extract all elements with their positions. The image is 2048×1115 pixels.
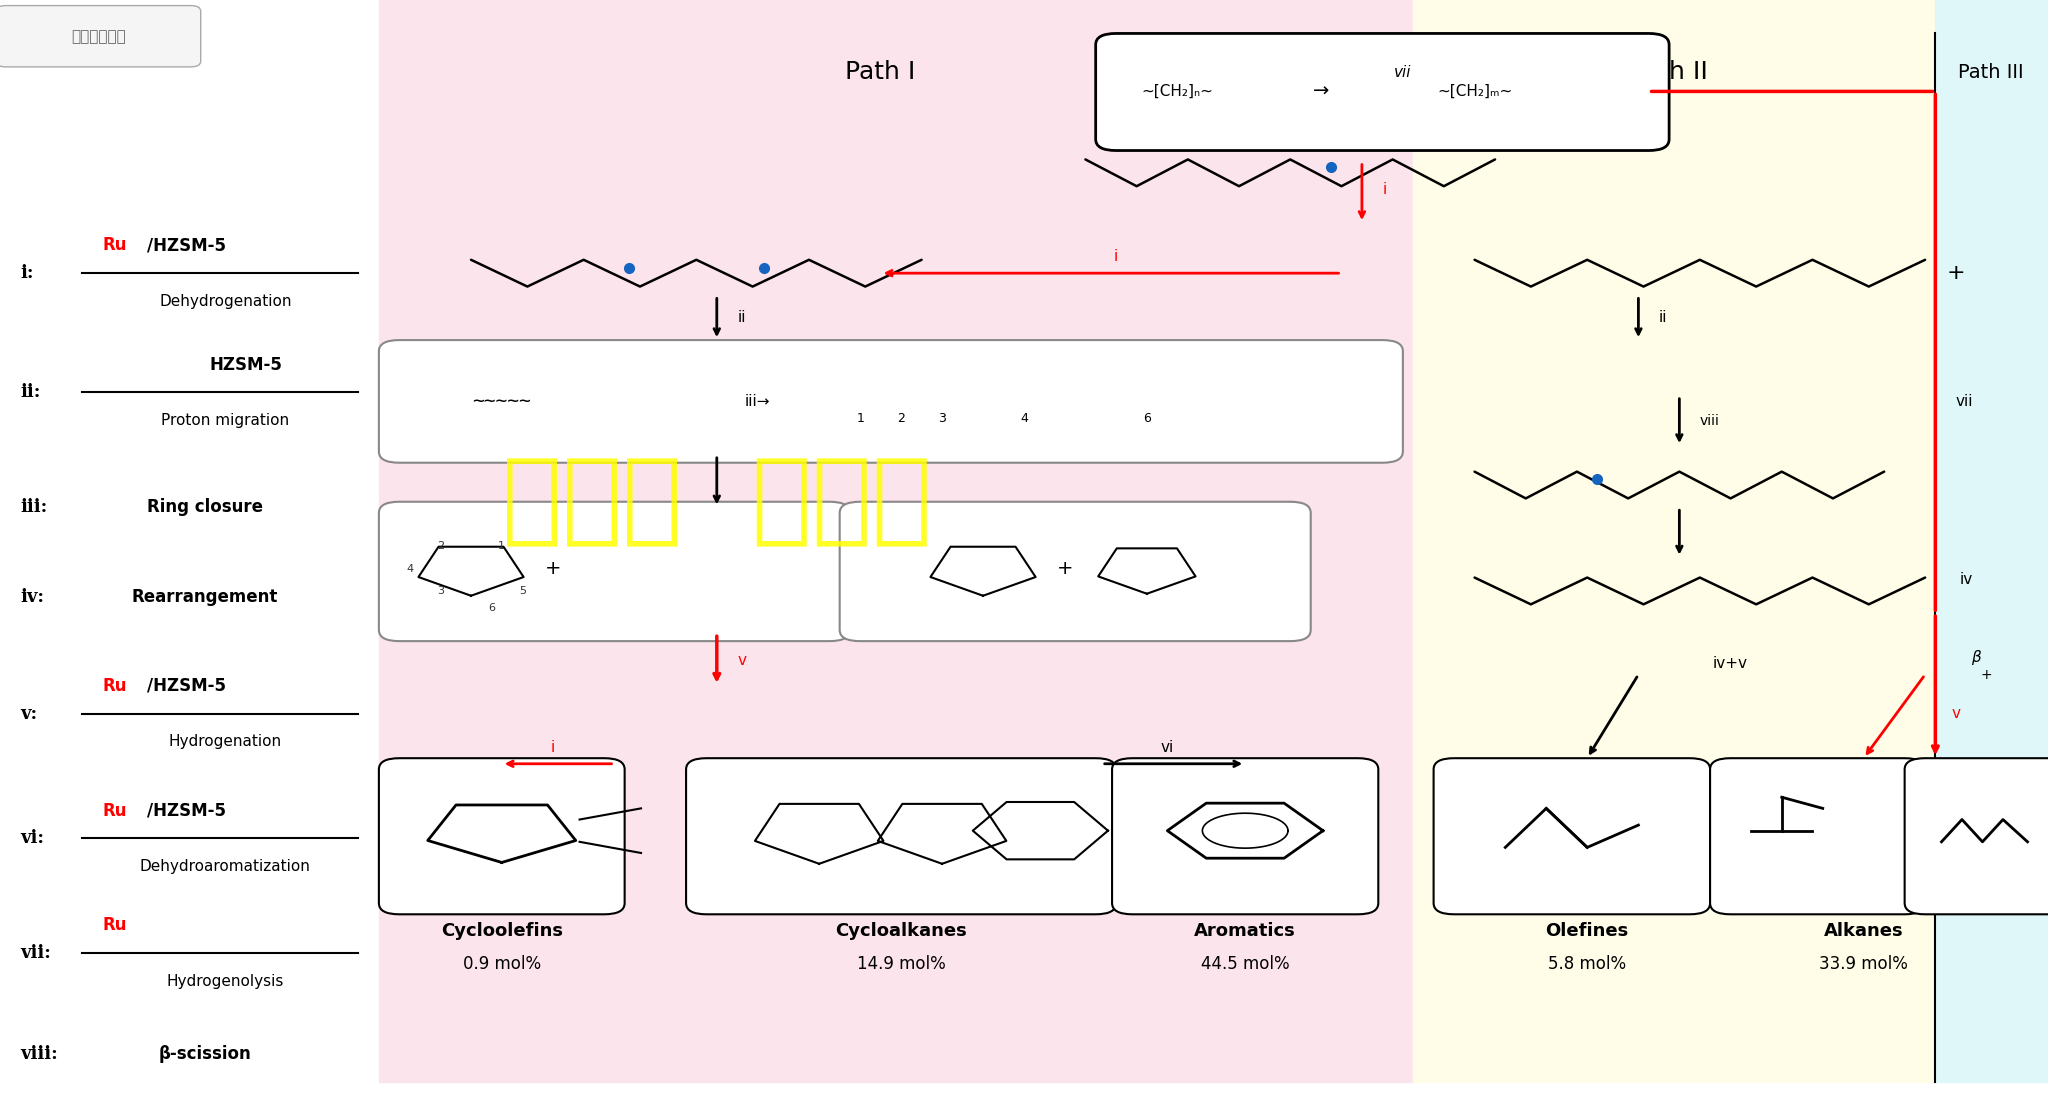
Text: +: +	[545, 559, 561, 579]
Text: Dehydroaromatization: Dehydroaromatization	[139, 859, 311, 874]
Text: 2: 2	[436, 542, 444, 551]
Text: Cycloalkanes: Cycloalkanes	[836, 922, 967, 940]
Text: 5: 5	[518, 586, 526, 595]
FancyBboxPatch shape	[840, 502, 1311, 641]
Text: iv: iv	[1960, 572, 1972, 588]
Text: +: +	[1980, 668, 1993, 681]
Text: Proton migration: Proton migration	[162, 413, 289, 428]
Text: v: v	[1952, 706, 1960, 721]
Text: +: +	[1057, 559, 1073, 579]
Text: iii→: iii→	[745, 394, 770, 409]
Text: 44.5 mol%: 44.5 mol%	[1200, 956, 1290, 973]
Text: i:: i:	[20, 264, 35, 282]
Bar	[1413, 0, 1935, 1082]
Text: 1: 1	[856, 411, 864, 425]
Text: 0.9 mol%: 0.9 mol%	[463, 956, 541, 973]
Text: Hydrogenolysis: Hydrogenolysis	[166, 973, 285, 989]
Text: iv+v: iv+v	[1712, 656, 1749, 671]
Text: /HZSM-5: /HZSM-5	[147, 677, 227, 695]
Text: 1: 1	[498, 542, 506, 551]
Text: ~[CH₂]ₘ~: ~[CH₂]ₘ~	[1438, 84, 1511, 99]
Text: iv:: iv:	[20, 588, 45, 605]
Text: vii: vii	[1395, 65, 1411, 80]
Text: vi:: vi:	[20, 830, 45, 847]
FancyBboxPatch shape	[0, 6, 201, 67]
Text: i: i	[551, 739, 555, 755]
Text: Path III: Path III	[1958, 62, 2023, 83]
Text: 14.9 mol%: 14.9 mol%	[856, 956, 946, 973]
Text: /HZSM-5: /HZSM-5	[147, 802, 227, 820]
Text: vii: vii	[1956, 394, 1974, 409]
Text: ~~~~~: ~~~~~	[473, 391, 530, 411]
Text: β-scission: β-scission	[158, 1045, 252, 1063]
Text: β: β	[1972, 650, 1980, 666]
Text: v:: v:	[20, 705, 37, 723]
Text: i: i	[1382, 182, 1386, 197]
Text: ii:: ii:	[20, 384, 41, 401]
Text: i: i	[1114, 249, 1118, 264]
Text: v: v	[737, 652, 745, 668]
Text: Cycloolefins: Cycloolefins	[440, 922, 563, 940]
Text: Aromatics: Aromatics	[1194, 922, 1296, 940]
Text: Ru: Ru	[102, 236, 127, 254]
Text: 白家电  白家电: 白家电 白家电	[502, 454, 932, 550]
Text: ii: ii	[737, 310, 745, 326]
FancyBboxPatch shape	[1434, 758, 1710, 914]
Text: Ru: Ru	[102, 917, 127, 934]
Text: viii:: viii:	[20, 1045, 57, 1063]
Text: Ru: Ru	[102, 802, 127, 820]
Text: Path II: Path II	[1630, 60, 1708, 85]
Text: vi: vi	[1161, 739, 1174, 755]
Bar	[379, 0, 1413, 1082]
Text: Olefines: Olefines	[1546, 922, 1628, 940]
Text: Ring closure: Ring closure	[147, 498, 262, 516]
Text: 3: 3	[436, 586, 444, 595]
Text: Dehydrogenation: Dehydrogenation	[160, 293, 291, 309]
Text: /HZSM-5: /HZSM-5	[147, 236, 227, 254]
Text: 5.8 mol%: 5.8 mol%	[1548, 956, 1626, 973]
Text: 33.9 mol%: 33.9 mol%	[1819, 956, 1909, 973]
Bar	[1935, 0, 2048, 1082]
Text: Rearrangement: Rearrangement	[131, 588, 279, 605]
Text: iii:: iii:	[20, 498, 47, 516]
FancyBboxPatch shape	[379, 502, 850, 641]
Text: 4: 4	[406, 564, 414, 573]
Text: Hydrogenation: Hydrogenation	[168, 734, 283, 749]
Bar	[0, 0, 379, 1115]
Text: 2: 2	[897, 411, 905, 425]
FancyBboxPatch shape	[379, 340, 1403, 463]
FancyBboxPatch shape	[1112, 758, 1378, 914]
Text: HZSM-5: HZSM-5	[209, 356, 283, 374]
Text: 4: 4	[1020, 411, 1028, 425]
Text: Alkanes: Alkanes	[1825, 922, 1903, 940]
Text: ~[CH₂]ₙ~: ~[CH₂]ₙ~	[1141, 84, 1214, 99]
FancyBboxPatch shape	[1710, 758, 1925, 914]
Text: 6: 6	[487, 603, 496, 612]
Text: Path I: Path I	[846, 60, 915, 85]
Text: Ru: Ru	[102, 677, 127, 695]
Text: 双击编辑页眉: 双击编辑页眉	[72, 29, 125, 45]
FancyBboxPatch shape	[686, 758, 1116, 914]
Text: 3: 3	[938, 411, 946, 425]
Text: vii:: vii:	[20, 944, 51, 962]
Text: ii: ii	[1659, 310, 1667, 326]
Text: 6: 6	[1143, 411, 1151, 425]
Text: +: +	[1946, 263, 1966, 283]
Text: →: →	[1313, 81, 1329, 101]
FancyBboxPatch shape	[1905, 758, 2048, 914]
Text: viii: viii	[1700, 415, 1720, 428]
FancyBboxPatch shape	[379, 758, 625, 914]
FancyBboxPatch shape	[1096, 33, 1669, 151]
